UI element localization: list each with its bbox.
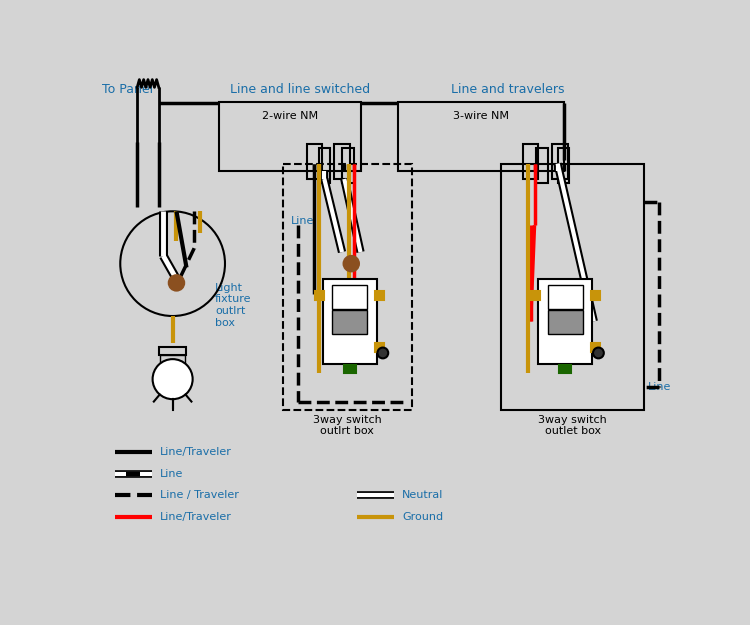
Bar — [375, 343, 384, 352]
Bar — [334, 144, 350, 179]
Circle shape — [152, 359, 193, 399]
Circle shape — [344, 256, 359, 271]
Text: 3way switch
outlrt box: 3way switch outlrt box — [313, 414, 382, 436]
Bar — [591, 291, 600, 300]
Text: Line/Traveler: Line/Traveler — [160, 512, 232, 522]
Text: Neutral: Neutral — [402, 491, 443, 501]
Text: Ground: Ground — [402, 512, 443, 522]
Bar — [523, 144, 538, 179]
Circle shape — [169, 275, 184, 291]
Bar — [283, 164, 412, 410]
Text: Line: Line — [160, 469, 183, 479]
Text: Line and travelers: Line and travelers — [451, 82, 564, 96]
Bar — [307, 144, 322, 179]
Bar — [560, 365, 572, 373]
Bar — [160, 354, 185, 367]
Bar — [502, 164, 644, 410]
Bar — [319, 148, 331, 182]
Text: 2-wire NM: 2-wire NM — [262, 111, 318, 121]
Circle shape — [593, 348, 604, 358]
Text: Line / Traveler: Line / Traveler — [160, 491, 238, 501]
Bar — [342, 148, 353, 182]
Bar — [332, 285, 368, 309]
Bar — [531, 291, 540, 300]
Bar — [375, 291, 384, 300]
Text: 3way switch
outlet box: 3way switch outlet box — [538, 414, 607, 436]
Bar — [322, 279, 376, 364]
Bar — [344, 365, 356, 373]
Circle shape — [377, 348, 388, 358]
Bar — [398, 102, 564, 171]
Bar — [548, 311, 583, 334]
Text: Line: Line — [648, 382, 671, 392]
Text: To Panel: To Panel — [102, 82, 153, 96]
Bar — [159, 347, 187, 354]
Text: Light
fixture
outlrt
box: Light fixture outlrt box — [215, 283, 251, 328]
Bar — [536, 148, 548, 182]
Bar — [552, 144, 568, 179]
Text: Line/Traveler: Line/Traveler — [160, 448, 232, 458]
Bar — [332, 311, 368, 334]
Bar — [557, 148, 569, 182]
Bar — [548, 285, 583, 309]
Text: Line: Line — [290, 216, 314, 226]
Bar — [538, 279, 592, 364]
Bar — [219, 102, 362, 171]
Bar — [315, 291, 324, 300]
Text: 3-wire NM: 3-wire NM — [453, 111, 509, 121]
Bar — [591, 343, 600, 352]
Text: Line and line switched: Line and line switched — [230, 82, 370, 96]
